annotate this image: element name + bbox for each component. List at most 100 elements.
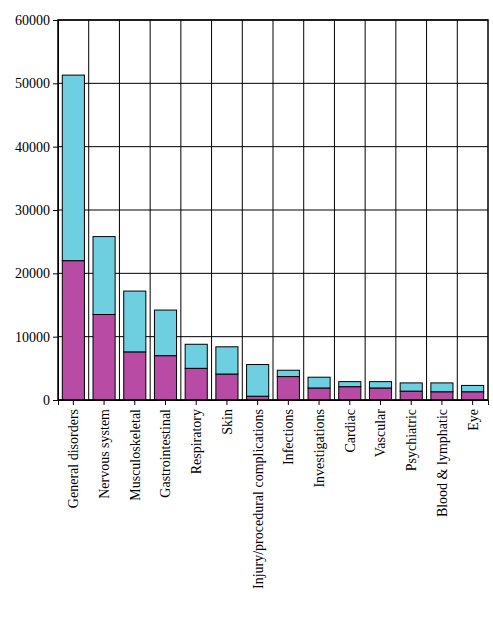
bar-segment bbox=[431, 383, 453, 392]
axis-line bbox=[59, 401, 489, 406]
separator bbox=[334, 20, 335, 400]
tick: Infections bbox=[281, 400, 296, 465]
tick-mark bbox=[472, 400, 473, 405]
bar-segment bbox=[369, 382, 391, 388]
tick-label: Respiratory bbox=[189, 409, 204, 474]
separator bbox=[457, 20, 458, 400]
tick-label: 40000 bbox=[15, 140, 50, 155]
bar-segment bbox=[431, 392, 453, 400]
separator bbox=[242, 20, 243, 400]
bar-segment bbox=[93, 315, 115, 401]
tick: Cardiac bbox=[343, 400, 358, 453]
tick-label: Blood & lymphatic bbox=[435, 409, 450, 517]
separator bbox=[426, 20, 427, 400]
tick-mark bbox=[53, 147, 58, 148]
bar-segment bbox=[308, 388, 330, 400]
tick-mark bbox=[53, 210, 58, 211]
tick-mark bbox=[165, 400, 166, 405]
tick: 0 bbox=[43, 393, 58, 408]
bar-segment bbox=[124, 352, 146, 400]
tick: Blood & lymphatic bbox=[435, 400, 450, 517]
chart: 0 10000 20000 30000 40000 50000 60000 General d… bbox=[0, 0, 493, 637]
tick: Investigations bbox=[312, 400, 327, 488]
tick-mark bbox=[53, 400, 58, 401]
grid bbox=[58, 20, 488, 400]
tick-mark bbox=[288, 400, 289, 405]
tick-label: 0 bbox=[43, 393, 50, 408]
bar-segment bbox=[154, 310, 176, 356]
bar-segment bbox=[216, 374, 238, 400]
frame bbox=[58, 20, 488, 400]
tick: Gastrointestinal bbox=[158, 400, 173, 498]
tick-mark bbox=[226, 400, 227, 405]
tick: Skin bbox=[220, 400, 235, 435]
bar-segment bbox=[400, 391, 422, 400]
tick-mark bbox=[319, 400, 320, 405]
tick: Psychiatric bbox=[404, 400, 419, 471]
tick-mark bbox=[53, 337, 58, 338]
separator bbox=[395, 20, 396, 400]
tick: Eye bbox=[466, 400, 481, 431]
axis-line bbox=[53, 21, 59, 401]
tick: Injury/procedural complications bbox=[251, 400, 266, 589]
series bbox=[62, 261, 483, 400]
tick: General disorders bbox=[66, 400, 81, 508]
tick-label: Investigations bbox=[312, 409, 327, 488]
separator bbox=[303, 20, 304, 400]
tick: Respiratory bbox=[189, 400, 204, 474]
separator bbox=[211, 20, 212, 400]
bar-segment bbox=[154, 356, 176, 400]
tick: 10000 bbox=[15, 330, 58, 345]
tick-mark bbox=[53, 273, 58, 274]
separator bbox=[273, 20, 274, 400]
tick: Musculoskeletal bbox=[128, 400, 143, 501]
tick-mark bbox=[411, 400, 412, 405]
tick-label: 50000 bbox=[15, 76, 50, 91]
category-separators bbox=[89, 20, 458, 400]
tick: Nervous system bbox=[97, 400, 112, 499]
tick-label: 20000 bbox=[15, 266, 50, 281]
tick-mark bbox=[104, 400, 105, 405]
tick: 60000 bbox=[15, 13, 58, 28]
bar-segment bbox=[216, 347, 238, 374]
bar-segment bbox=[185, 344, 207, 368]
series bbox=[62, 75, 483, 396]
separator bbox=[119, 20, 120, 400]
bars bbox=[62, 75, 483, 400]
separator bbox=[88, 20, 89, 400]
bar-segment bbox=[62, 261, 84, 400]
tick-label: Vascular bbox=[373, 409, 388, 458]
tick-label: General disorders bbox=[66, 409, 81, 508]
bar-segment bbox=[247, 365, 269, 397]
tick-mark bbox=[380, 400, 381, 405]
bar-segment bbox=[277, 377, 299, 400]
bar-segment bbox=[124, 291, 146, 352]
tick: 30000 bbox=[15, 203, 58, 218]
tick: 40000 bbox=[15, 140, 58, 155]
tick-mark bbox=[53, 83, 58, 84]
tick-mark bbox=[73, 400, 74, 405]
tick-label: Gastrointestinal bbox=[158, 409, 173, 498]
tick-label: Injury/procedural complications bbox=[251, 409, 266, 589]
bar-segment bbox=[462, 385, 484, 391]
plot: 0 10000 20000 30000 40000 50000 60000 General d… bbox=[15, 13, 489, 589]
bar-segment bbox=[185, 368, 207, 400]
tick: 20000 bbox=[15, 266, 58, 281]
y-axis: 0 10000 20000 30000 40000 50000 60000 bbox=[15, 13, 59, 408]
bar-segment bbox=[400, 383, 422, 391]
tick-label: Nervous system bbox=[97, 409, 112, 499]
tick-label: 60000 bbox=[15, 13, 50, 28]
tick-label: 10000 bbox=[15, 330, 50, 345]
bar-segment bbox=[339, 382, 361, 387]
tick-mark bbox=[53, 20, 58, 21]
tick-label: Cardiac bbox=[343, 409, 358, 453]
bar-segment bbox=[277, 370, 299, 376]
bar-segment bbox=[462, 392, 484, 400]
bar-segment bbox=[369, 388, 391, 400]
separator bbox=[150, 20, 151, 400]
tick-label: Psychiatric bbox=[404, 409, 419, 471]
separator bbox=[180, 20, 181, 400]
tick-label: Infections bbox=[281, 409, 296, 465]
tick-mark bbox=[196, 400, 197, 405]
tick-label: Eye bbox=[466, 409, 481, 431]
